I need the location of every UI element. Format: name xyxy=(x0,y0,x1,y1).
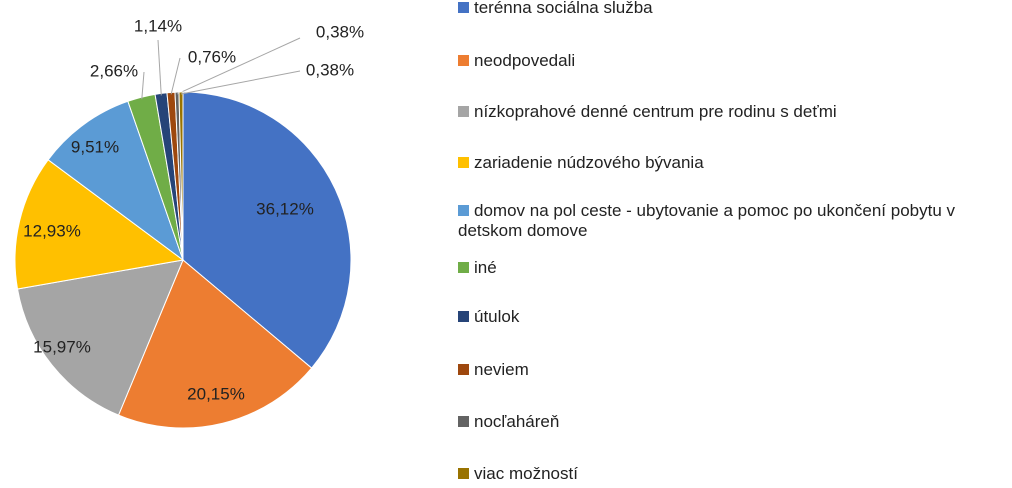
leader-line xyxy=(176,37,301,95)
data-label: 1,14% xyxy=(134,16,182,35)
pie-slice xyxy=(117,259,313,429)
legend-item: nízkoprahové denné centrum pre rodinu s … xyxy=(458,102,1008,122)
pie-slice xyxy=(47,100,185,262)
legend-item: terénna sociálna služba xyxy=(458,0,1008,18)
leader-line xyxy=(180,70,301,95)
legend-item: viac možností xyxy=(458,464,1008,484)
data-label: 9,51% xyxy=(71,137,119,156)
legend-label: nízkoprahové denné centrum pre rodinu s … xyxy=(474,102,837,121)
legend-item: nocľaháreň xyxy=(458,412,1008,432)
data-label: 12,93% xyxy=(23,221,81,240)
legend-label: viac možností xyxy=(474,464,578,483)
data-label: 0,38% xyxy=(306,60,354,79)
legend-label: neodpovedali xyxy=(474,51,576,70)
legend-swatch xyxy=(458,205,469,216)
legend-swatch xyxy=(458,468,469,479)
data-label: 0,38% xyxy=(316,22,364,41)
legend-swatch xyxy=(458,2,469,13)
legend-label: terénna sociálna služba xyxy=(474,0,653,17)
legend-label: neviem xyxy=(474,360,529,379)
legend-label: iné xyxy=(474,258,497,277)
legend-item: útulok xyxy=(458,307,1008,327)
data-label: 15,97% xyxy=(33,337,91,356)
data-label: 0,76% xyxy=(188,47,236,66)
legend-label: útulok xyxy=(474,307,520,326)
legend-item: zariadenie núdzového bývania xyxy=(458,153,1008,173)
pie-slice xyxy=(178,91,184,261)
data-label: 2,66% xyxy=(90,61,138,80)
legend-swatch xyxy=(458,416,469,427)
legend-swatch xyxy=(458,311,469,322)
pie-slice xyxy=(182,91,352,369)
pie-chart: 36,12% 20,15% 15,97% 12,93% 9,51% 2,66% 1,14% 0… xyxy=(14,16,364,429)
legend-label: nocľaháreň xyxy=(474,412,560,431)
legend-item: neodpovedali xyxy=(458,51,1008,71)
legend-label: domov na pol ceste - ubytovanie a pomoc … xyxy=(458,201,956,240)
legend-item: iné xyxy=(458,258,1008,278)
legend-swatch xyxy=(458,157,469,168)
legend-swatch xyxy=(458,55,469,66)
data-label: 36,12% xyxy=(256,199,314,218)
leader-line xyxy=(157,39,162,96)
pie-slice xyxy=(16,259,184,416)
legend-item: neviem xyxy=(458,360,1008,380)
legend-swatch xyxy=(458,262,469,273)
data-label: 20,15% xyxy=(187,384,245,403)
legend-item: domov na pol ceste - ubytovanie a pomoc … xyxy=(458,201,1008,241)
legend-swatch xyxy=(458,106,469,117)
legend-label: zariadenie núdzového bývania xyxy=(474,153,704,172)
legend-swatch xyxy=(458,364,469,375)
pie-slice xyxy=(14,159,185,290)
leader-line xyxy=(141,71,145,100)
leader-line xyxy=(170,57,181,95)
